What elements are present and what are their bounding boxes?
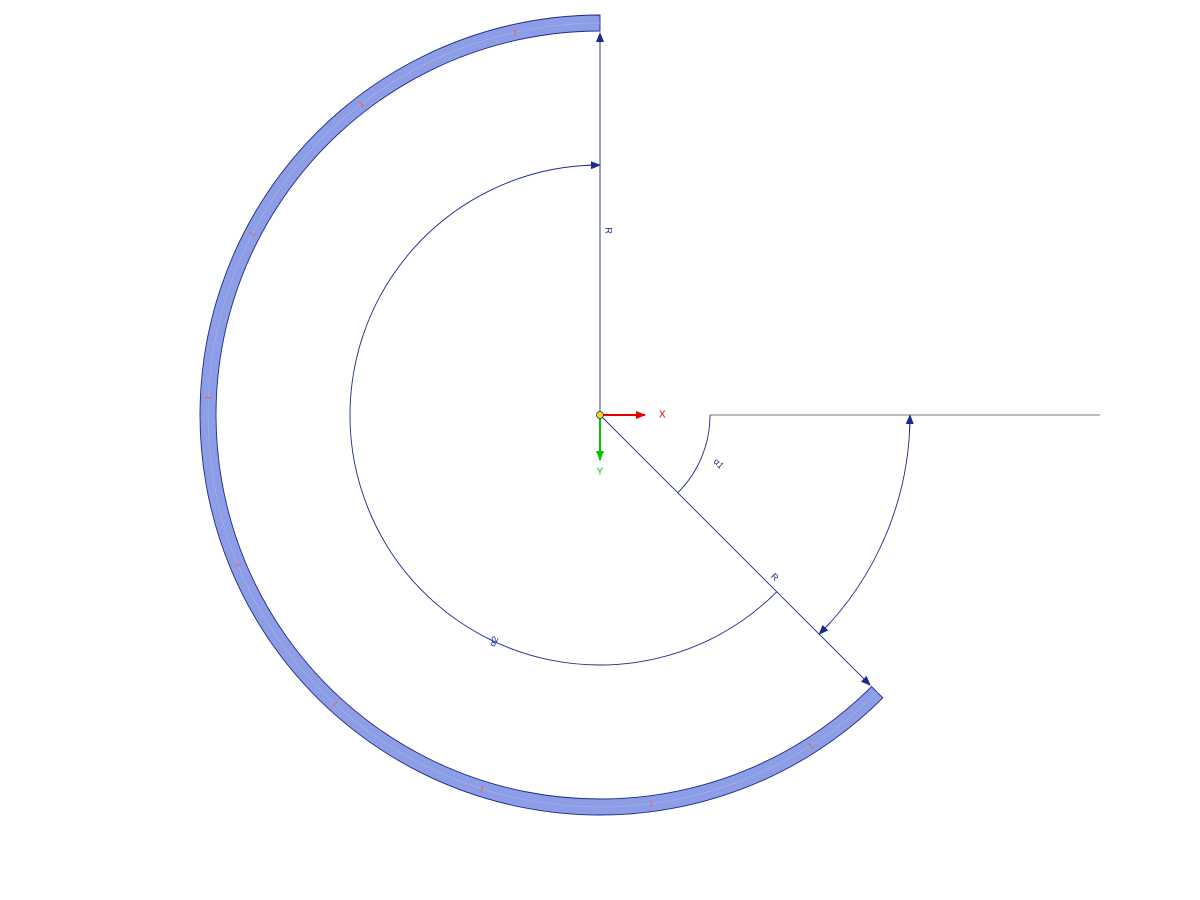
alpha1-arrow-b (819, 622, 830, 634)
x-axis-label: X (659, 410, 666, 421)
alpha1-arc (819, 415, 910, 634)
alpha1-label: α1 (712, 456, 726, 470)
r-label-vertical: R (604, 227, 614, 234)
y-axis-label: Y (597, 467, 604, 478)
alpha1-inner-arc (678, 415, 710, 493)
diagram-canvas: X Y R Rα1 α2 (0, 0, 1200, 900)
alpha2-label: α2 (487, 635, 500, 648)
r-label-diagonal: R (769, 571, 781, 583)
origin-dot (597, 412, 604, 419)
radius-line-diagonal (600, 415, 870, 685)
